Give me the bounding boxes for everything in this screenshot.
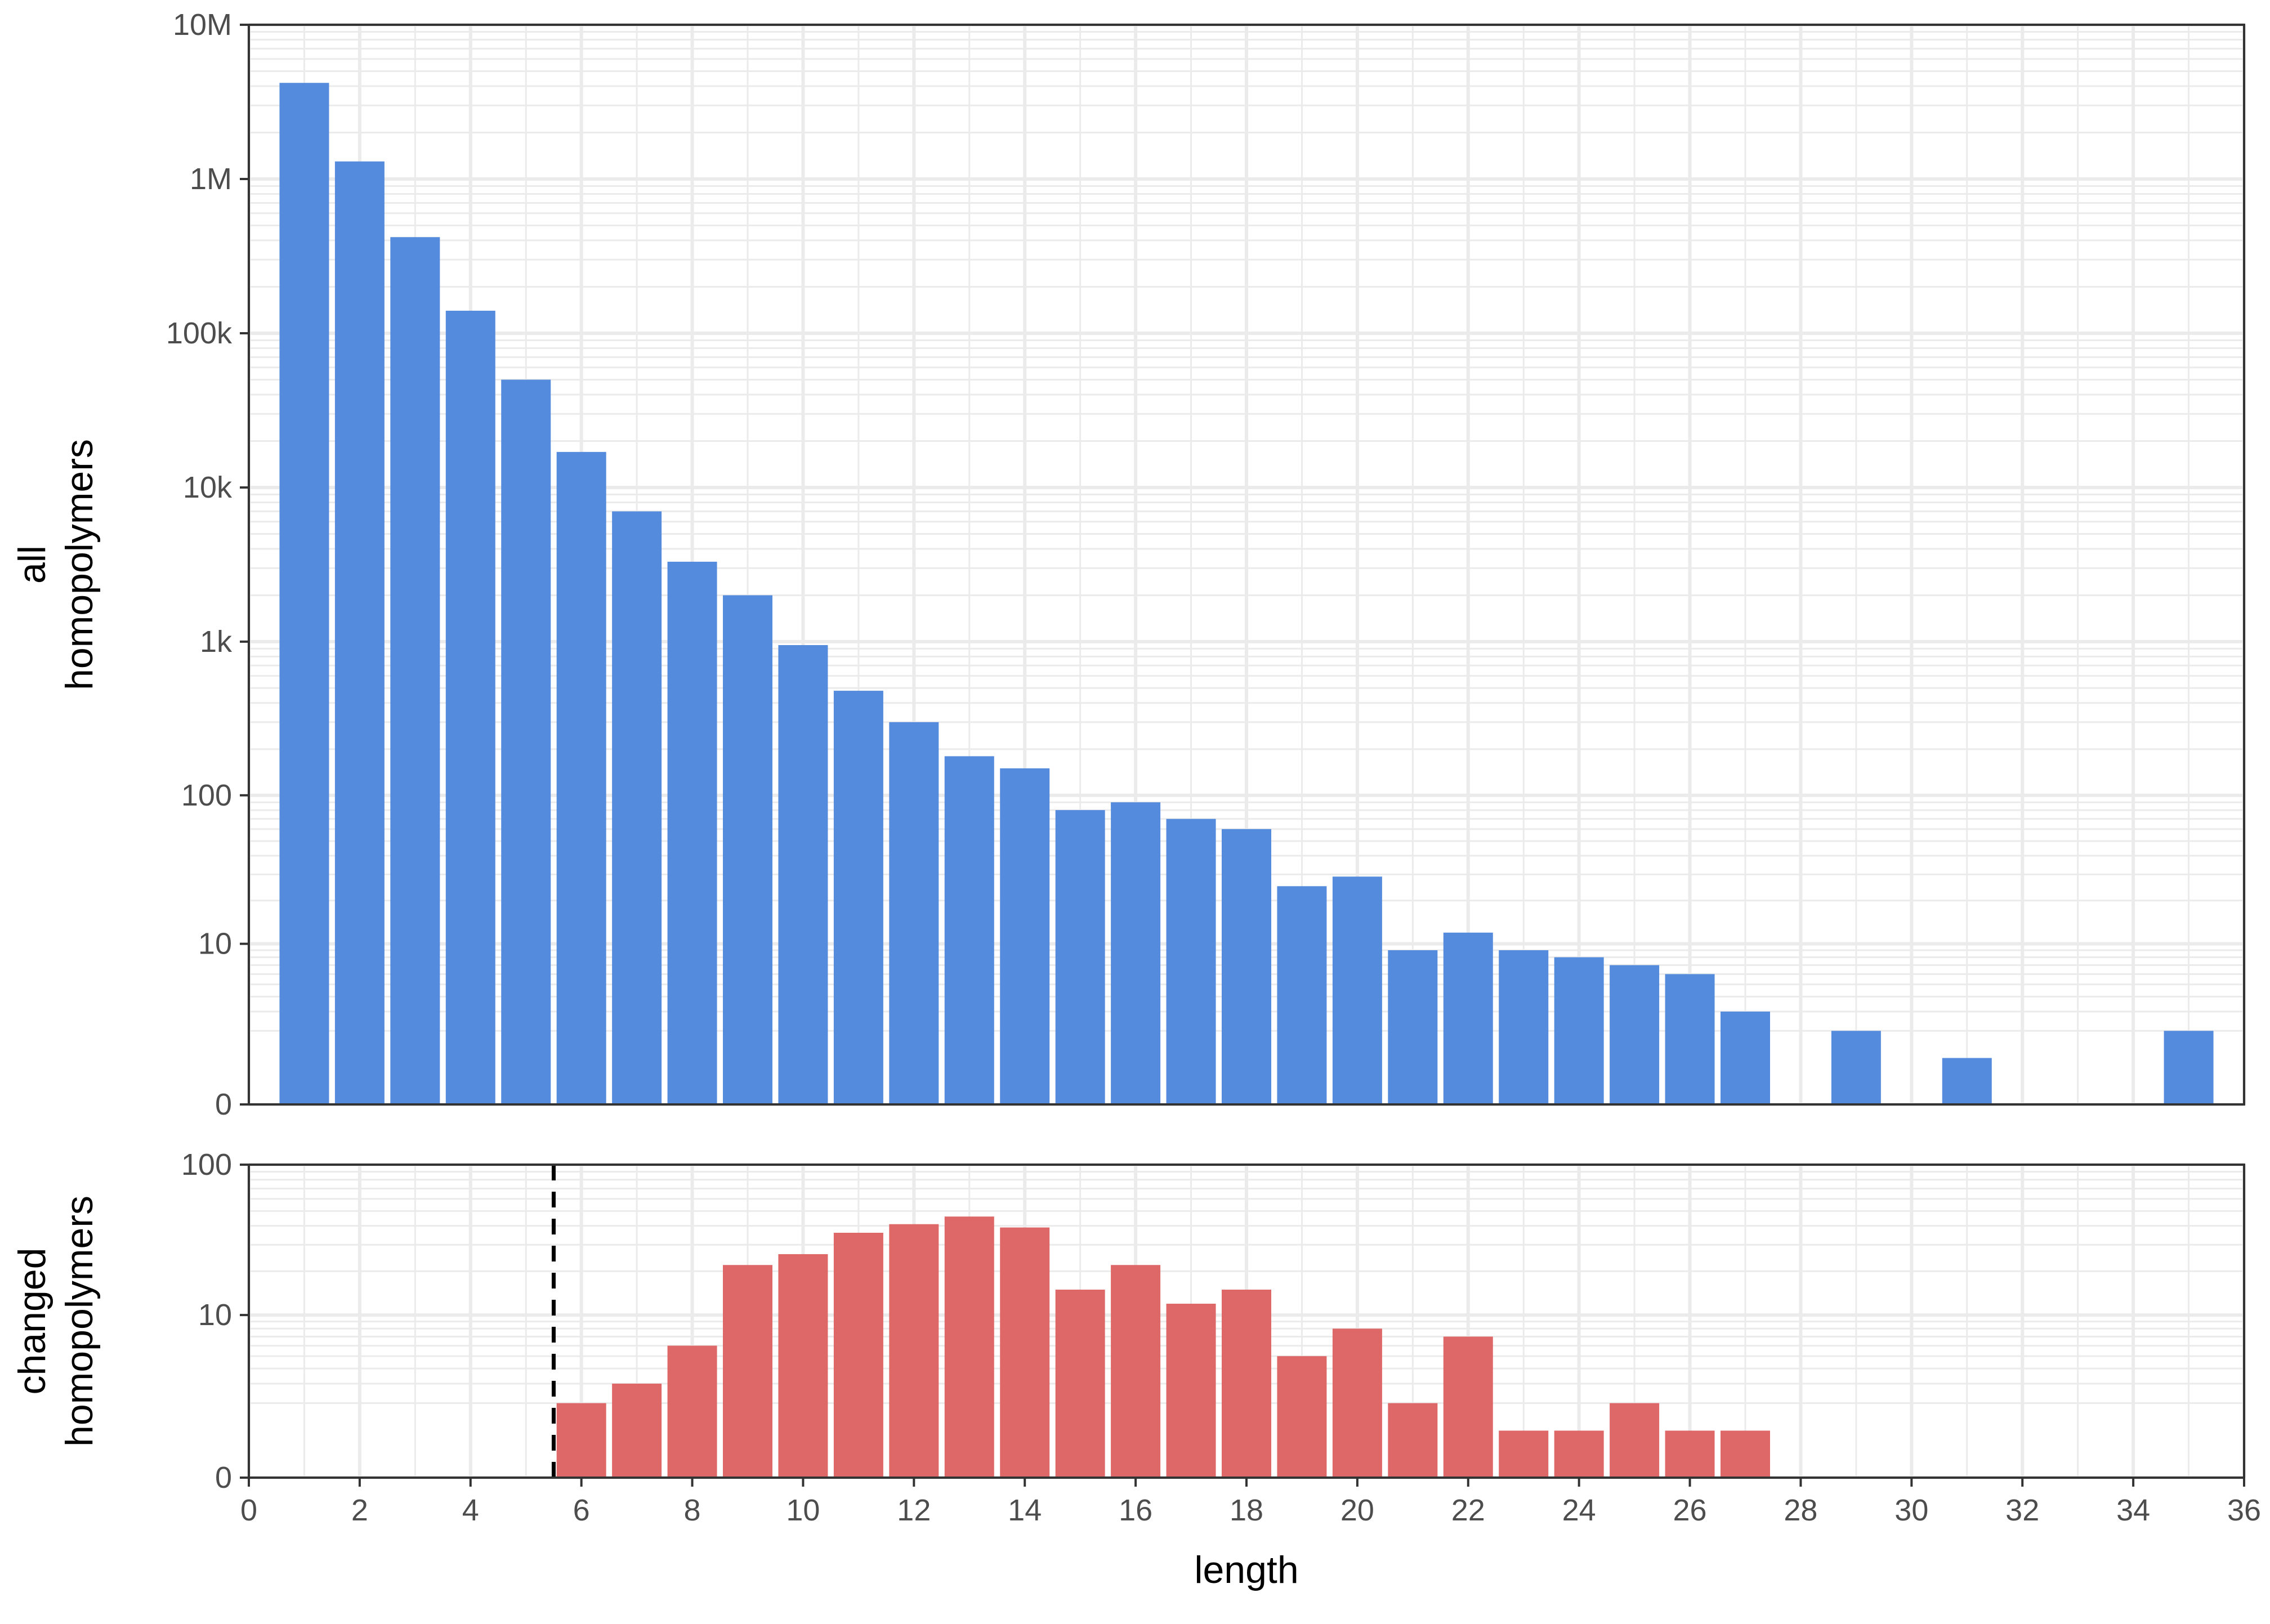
- bar: [612, 511, 662, 1104]
- x-tick-label: 14: [1008, 1493, 1042, 1527]
- bar: [1721, 1430, 1770, 1478]
- x-tick-label: 12: [897, 1493, 931, 1527]
- x-tick-label: 20: [1340, 1493, 1374, 1527]
- y-tick-label: 0: [215, 1461, 232, 1495]
- x-axis-title: length: [1194, 1549, 1298, 1591]
- bar: [1000, 768, 1050, 1104]
- x-tick-label: 2: [351, 1493, 368, 1527]
- bar: [1111, 802, 1161, 1104]
- bar: [390, 237, 440, 1104]
- y-tick-label: 0: [215, 1088, 232, 1121]
- bar: [556, 1403, 606, 1478]
- bar: [1610, 1403, 1660, 1478]
- panel-border: [248, 24, 2245, 1106]
- y-tick-label: 1k: [200, 625, 233, 659]
- y-tick-label: 10: [198, 927, 232, 961]
- x-tick-label: 32: [2005, 1493, 2039, 1527]
- bar: [1332, 876, 1382, 1104]
- bar: [2164, 1031, 2214, 1104]
- bar: [612, 1383, 662, 1478]
- bar: [889, 722, 939, 1104]
- bar: [1831, 1031, 1881, 1104]
- bar: [1166, 1303, 1216, 1478]
- bar: [1665, 1430, 1715, 1478]
- chart-panel-1: 0 10 100 1k 10k 100k 1M 10M all homopolymers: [11, 8, 2246, 1121]
- x-tick-label: 34: [2116, 1493, 2150, 1527]
- y-tick-label: 100: [181, 1148, 232, 1182]
- bar: [334, 161, 385, 1105]
- bar: [1443, 1336, 1493, 1478]
- bar: [1499, 950, 1549, 1104]
- bar: [889, 1224, 939, 1478]
- x-tick-label: 22: [1451, 1493, 1485, 1527]
- x-tick-label: 30: [1894, 1493, 1928, 1527]
- bar: [1055, 810, 1105, 1104]
- bar: [1499, 1430, 1549, 1478]
- y-tick-label: 10: [198, 1298, 232, 1332]
- x-tick-label: 8: [684, 1493, 701, 1527]
- x-tick-label: 16: [1119, 1493, 1152, 1527]
- x-tick-label: 0: [240, 1493, 257, 1527]
- x-tick-label: 24: [1562, 1493, 1596, 1527]
- y-axis-title: changed homopolymers: [11, 1196, 101, 1447]
- bar: [1942, 1058, 1992, 1104]
- y-tick-label: 10M: [173, 8, 232, 42]
- bar: [1665, 974, 1715, 1104]
- x-tick-label: 28: [1784, 1493, 1817, 1527]
- bar: [1277, 886, 1327, 1104]
- bar: [1222, 829, 1271, 1104]
- bar: [1332, 1328, 1382, 1478]
- bar: [445, 310, 495, 1104]
- bar: [279, 83, 329, 1104]
- bar: [1443, 932, 1493, 1104]
- bar: [667, 561, 717, 1104]
- bar: [1554, 957, 1604, 1104]
- bar: [944, 756, 994, 1104]
- bar: [1055, 1289, 1105, 1478]
- y-axis-title: all homopolymers: [11, 439, 101, 690]
- x-tick-label: 26: [1673, 1493, 1707, 1527]
- bar: [1388, 1403, 1438, 1478]
- x-tick-label: 10: [786, 1493, 820, 1527]
- bar: [723, 1265, 772, 1478]
- bar: [723, 595, 772, 1104]
- bar: [1000, 1227, 1050, 1478]
- y-tick-label: 1M: [190, 162, 232, 196]
- bar: [778, 645, 828, 1104]
- y-tick-label: 100: [181, 779, 232, 812]
- y-tick-label: 100k: [166, 316, 233, 350]
- x-tick-label: 4: [462, 1493, 479, 1527]
- bar: [1610, 965, 1660, 1104]
- bar: [833, 1232, 883, 1478]
- x-tick-label: 6: [573, 1493, 590, 1527]
- bar: [1277, 1356, 1327, 1478]
- bar: [778, 1254, 828, 1478]
- bar: [1222, 1289, 1271, 1478]
- bar: [833, 691, 883, 1104]
- bar: [1166, 818, 1216, 1104]
- bar: [1554, 1430, 1604, 1478]
- y-tick-label: 10k: [183, 471, 233, 504]
- bar: [944, 1216, 994, 1478]
- bar: [1388, 950, 1438, 1104]
- x-tick-label: 36: [2227, 1493, 2261, 1527]
- bar: [556, 451, 606, 1104]
- bar: [1721, 1012, 1770, 1104]
- bar: [501, 379, 551, 1104]
- bar: [667, 1345, 717, 1478]
- x-tick-label: 18: [1230, 1493, 1263, 1527]
- bar: [1111, 1265, 1161, 1478]
